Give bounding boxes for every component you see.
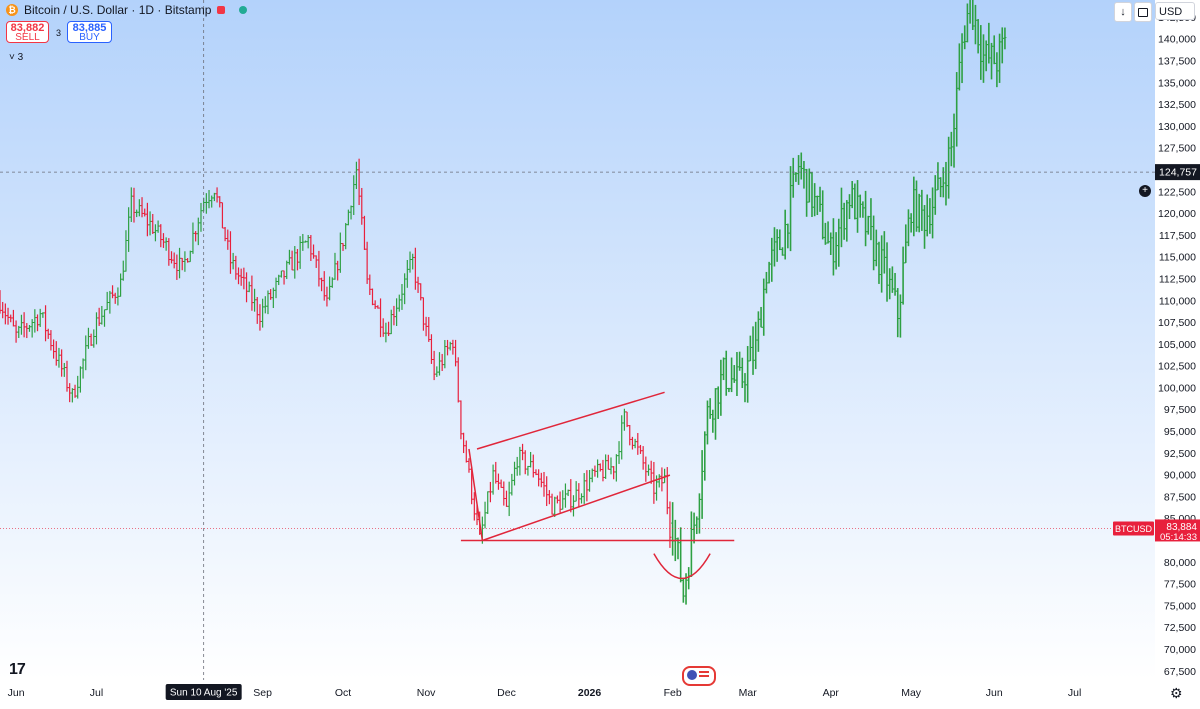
- buy-label: BUY: [79, 32, 100, 43]
- price-tick-label: 132,500: [1158, 99, 1196, 111]
- time-tick-label: Jul: [90, 687, 103, 699]
- time-tick-label: Mar: [739, 687, 758, 699]
- price-tick-label: 75,000: [1164, 600, 1196, 612]
- bar-countdown-label: 05:14:33: [1160, 532, 1197, 543]
- price-tick-label: 105,000: [1158, 339, 1196, 351]
- plot-background: [0, 0, 1155, 680]
- time-tick-label: Jul: [1068, 687, 1081, 699]
- us-flag-event-icon[interactable]: [682, 666, 716, 686]
- symbol-tag: BTCUSD: [1115, 524, 1153, 534]
- price-tick-label: 90,000: [1164, 470, 1196, 482]
- tradingview-logo[interactable]: 17: [9, 661, 26, 678]
- price-tick-label: 110,000: [1159, 295, 1196, 307]
- buy-price: 83,885: [72, 22, 107, 34]
- wedge-lower-trendline[interactable]: [482, 474, 671, 542]
- chevron-down-icon: ˅: [9, 52, 15, 63]
- buy-button[interactable]: 83,885 BUY: [67, 21, 112, 43]
- market-closed-icon: [217, 6, 226, 14]
- wedge-upper-trendline[interactable]: [476, 391, 665, 450]
- price-tick-label: 135,000: [1158, 77, 1196, 89]
- time-tick-label: Jun: [986, 687, 1003, 699]
- sell-button[interactable]: 83,882 SELL: [6, 21, 49, 43]
- sell-price: 83,882: [10, 22, 45, 34]
- crosshair-date-box: [165, 684, 242, 700]
- indicators-count: 3: [17, 52, 24, 63]
- ohlc-bar: [1003, 27, 1007, 50]
- price-tick-label: 72,500: [1164, 622, 1196, 634]
- price-tick-label: 117,500: [1159, 230, 1196, 242]
- price-tick-label: 70,000: [1164, 644, 1196, 656]
- price-tick-label: 137,500: [1158, 56, 1196, 68]
- symbol-price-box: [1113, 521, 1154, 536]
- symbol-header[interactable]: ₿ Bitcoin / U.S. Dollar · 1D · Bitstamp: [6, 3, 248, 17]
- last-price-box: [1155, 519, 1200, 542]
- price-tick-label: 115,000: [1159, 252, 1196, 264]
- currency-selector[interactable]: USD: [1155, 2, 1195, 20]
- crosshair-price-label: 124,757: [1159, 167, 1197, 179]
- price-tick-label: 122,500: [1158, 186, 1196, 198]
- price-tick-label: 112,500: [1159, 273, 1196, 285]
- price-tick-label: 102,500: [1158, 361, 1196, 373]
- window-icon: [1138, 7, 1148, 17]
- status-dot-icon: [239, 6, 248, 14]
- price-tick-label: 130,000: [1158, 121, 1196, 133]
- bitcoin-icon: ₿: [6, 4, 18, 16]
- time-tick-label: Apr: [823, 687, 840, 699]
- time-tick-label: Nov: [417, 687, 436, 699]
- arrow-down-icon[interactable]: ↓: [1114, 2, 1132, 22]
- time-tick-label: Sep: [253, 687, 272, 699]
- time-tick-label: Jun: [8, 687, 25, 699]
- time-tick-label: Feb: [664, 687, 682, 699]
- add-alert-icon[interactable]: +: [1139, 185, 1151, 197]
- drawings: [0, 0, 1155, 680]
- price-tick-label: 140,000: [1158, 34, 1196, 46]
- time-tick-label: 2026: [578, 687, 602, 699]
- price-tick-label: 67,500: [1164, 666, 1196, 678]
- axis-markers: Sun 10 Aug '25 124,757 BTCUSD 83,88405:14:3…: [165, 164, 1200, 700]
- crosshair-price-box: [1155, 164, 1200, 181]
- last-price-label: 83,884: [1166, 522, 1197, 533]
- ohlc-bars: [0, 0, 1007, 605]
- gear-icon[interactable]: ⚙: [1170, 685, 1183, 701]
- sell-label: SELL: [15, 32, 40, 43]
- time-tick-label: May: [901, 687, 922, 699]
- time-tick-label: Dec: [497, 687, 516, 699]
- price-tick-label: 77,500: [1164, 579, 1196, 591]
- screenshot-button[interactable]: [1134, 2, 1152, 22]
- time-tick-label: Oct: [335, 687, 351, 699]
- price-tick-label: 107,500: [1158, 317, 1196, 329]
- price-tick-label: 80,000: [1164, 557, 1196, 569]
- bowl-curve[interactable]: [653, 553, 711, 580]
- price-axis-background: [1155, 0, 1200, 709]
- indicators-toggle[interactable]: ˅ 3: [9, 52, 23, 63]
- crosshair-date-label: Sun 10 Aug '25: [170, 688, 238, 699]
- wedge-left-trendline[interactable]: [468, 448, 484, 541]
- ohlc-bar: [968, 0, 971, 24]
- time-axis[interactable]: Jun Jul Sep Oct Nov Dec 2026 Feb Mar Apr May Jun Jul: [8, 687, 1082, 699]
- price-tick-label: 100,000: [1158, 382, 1196, 394]
- price-tick-label: 120,000: [1158, 208, 1196, 220]
- symbol-title[interactable]: Bitcoin / U.S. Dollar · 1D · Bitstamp: [24, 3, 212, 17]
- price-tick-label: 87,500: [1164, 491, 1196, 503]
- price-tick-label: 95,000: [1164, 426, 1196, 438]
- price-axis[interactable]: 67,50070,00072,50075,00077,50080,00085,0…: [1158, 12, 1196, 678]
- price-tick-label: 92,500: [1164, 448, 1196, 460]
- price-tick-label: 127,500: [1158, 143, 1196, 155]
- spread-value: 3: [56, 28, 62, 38]
- price-tick-label: 97,500: [1164, 404, 1196, 416]
